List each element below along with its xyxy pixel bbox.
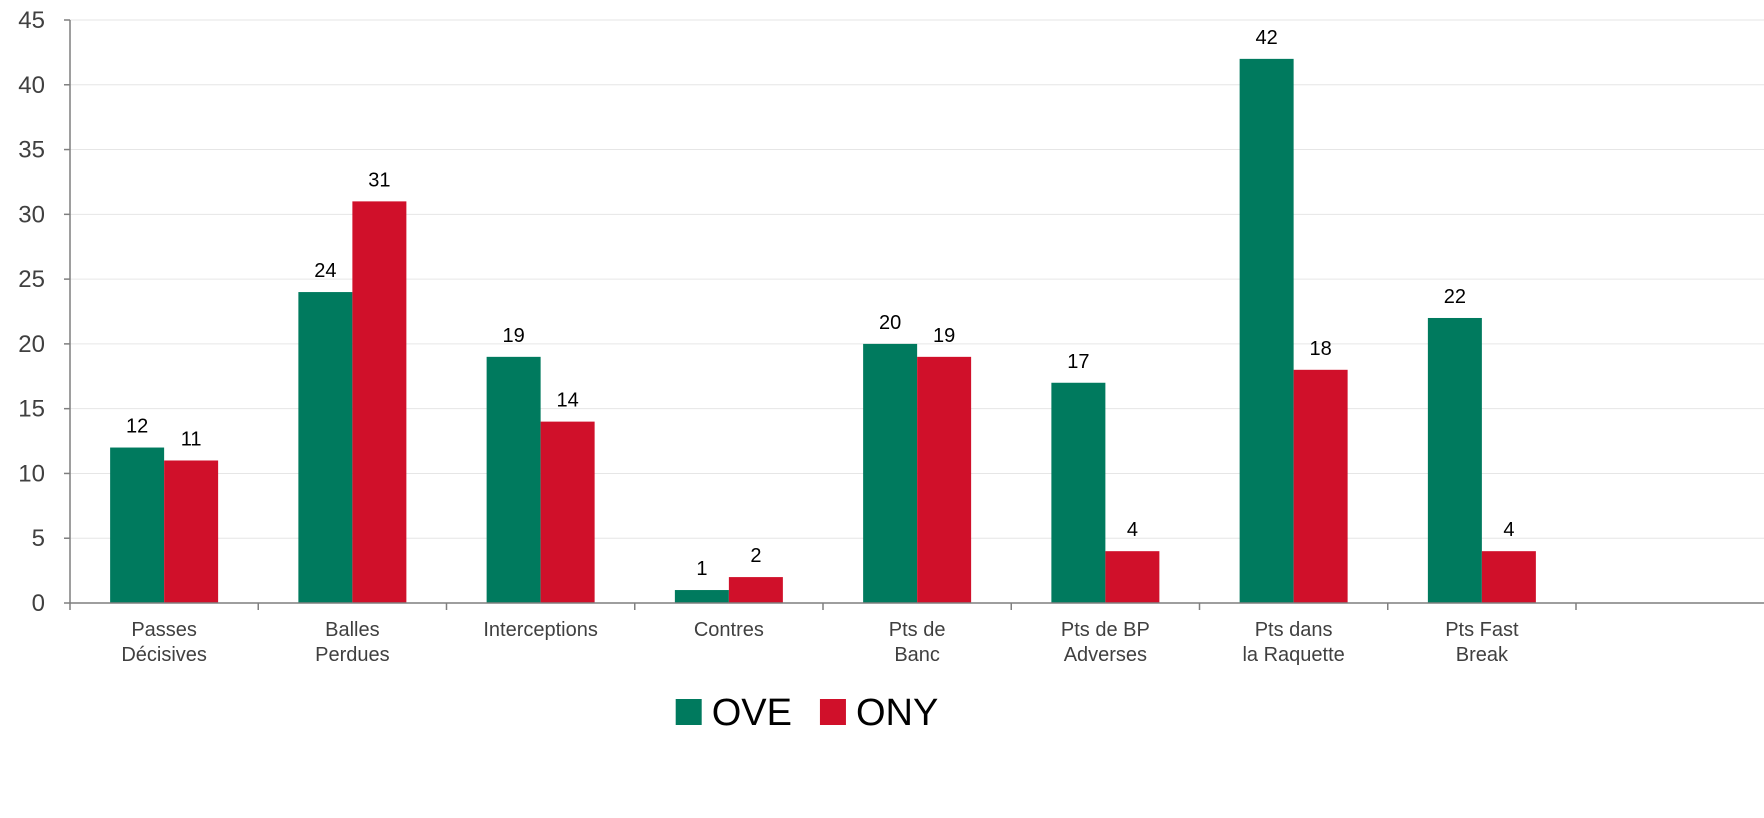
x-tick-label: Interceptions	[483, 619, 598, 641]
bar-ove	[1239, 58, 1294, 604]
bar-ony	[728, 577, 783, 603]
y-tick-label: 35	[18, 137, 45, 164]
y-tick-label: 15	[18, 396, 45, 423]
y-tick-label: 30	[18, 201, 45, 228]
bar-ony	[917, 356, 972, 603]
data-label-ove: 24	[314, 260, 336, 282]
bar-ony	[164, 460, 219, 603]
bar-ove	[1051, 382, 1106, 603]
bar-ony	[1293, 369, 1348, 603]
data-label-ove: 12	[126, 416, 148, 438]
bars	[110, 58, 1536, 604]
bar-ove	[1427, 317, 1482, 603]
y-tick-label: 10	[18, 460, 45, 487]
data-label-ove: 22	[1444, 286, 1466, 308]
legend-label-ony: ONY	[856, 692, 938, 734]
bar-ove	[486, 356, 541, 603]
x-tick-label: Pts de BP Adverses	[1061, 619, 1150, 666]
data-label-ony: 18	[1310, 338, 1332, 360]
axes	[64, 19, 1764, 610]
x-tick-label: Pts Fast Break	[1445, 619, 1519, 666]
x-tick-label: Pts de Banc	[889, 619, 946, 666]
y-tick-label: 0	[32, 590, 45, 617]
bar-ony	[1481, 551, 1536, 603]
legend-swatch-ove	[675, 699, 702, 725]
y-tick-label: 5	[32, 525, 45, 552]
bar-ove	[863, 343, 918, 603]
data-label-ove: 17	[1067, 351, 1089, 373]
data-label-ove: 1	[696, 558, 707, 580]
data-label-ove: 19	[503, 325, 525, 347]
bar-ove	[298, 292, 353, 603]
y-tick-label: 20	[18, 331, 45, 358]
data-label-ony: 4	[1127, 519, 1138, 541]
y-tick-label: 25	[18, 266, 45, 293]
data-label-ony: 4	[1503, 519, 1514, 541]
bar-ony	[352, 201, 407, 603]
data-label-ony: 14	[557, 390, 579, 412]
bar-ony	[540, 421, 595, 603]
bar-ony	[1105, 551, 1160, 603]
data-label-ony: 19	[933, 325, 955, 347]
legend-swatch-ony	[819, 699, 846, 725]
data-label-ove: 42	[1256, 27, 1278, 49]
data-label-ony: 2	[750, 545, 761, 567]
legend: OVE ONY	[675, 692, 938, 734]
x-tick-label: Passes Décisives	[121, 619, 207, 666]
y-tick-label: 40	[18, 72, 45, 99]
data-label-ony: 31	[368, 169, 390, 191]
data-label-ony: 11	[181, 428, 202, 450]
legend-label-ove: OVE	[712, 692, 792, 734]
data-label-ove: 20	[879, 312, 901, 334]
x-tick-label: Contres	[694, 619, 764, 641]
y-tick-label: 45	[18, 7, 45, 34]
bar-ove	[674, 590, 729, 603]
x-tick-label: Pts dans la Raquette	[1242, 619, 1344, 666]
x-tick-label: Balles Perdues	[315, 619, 390, 666]
bar-ove	[110, 447, 165, 603]
